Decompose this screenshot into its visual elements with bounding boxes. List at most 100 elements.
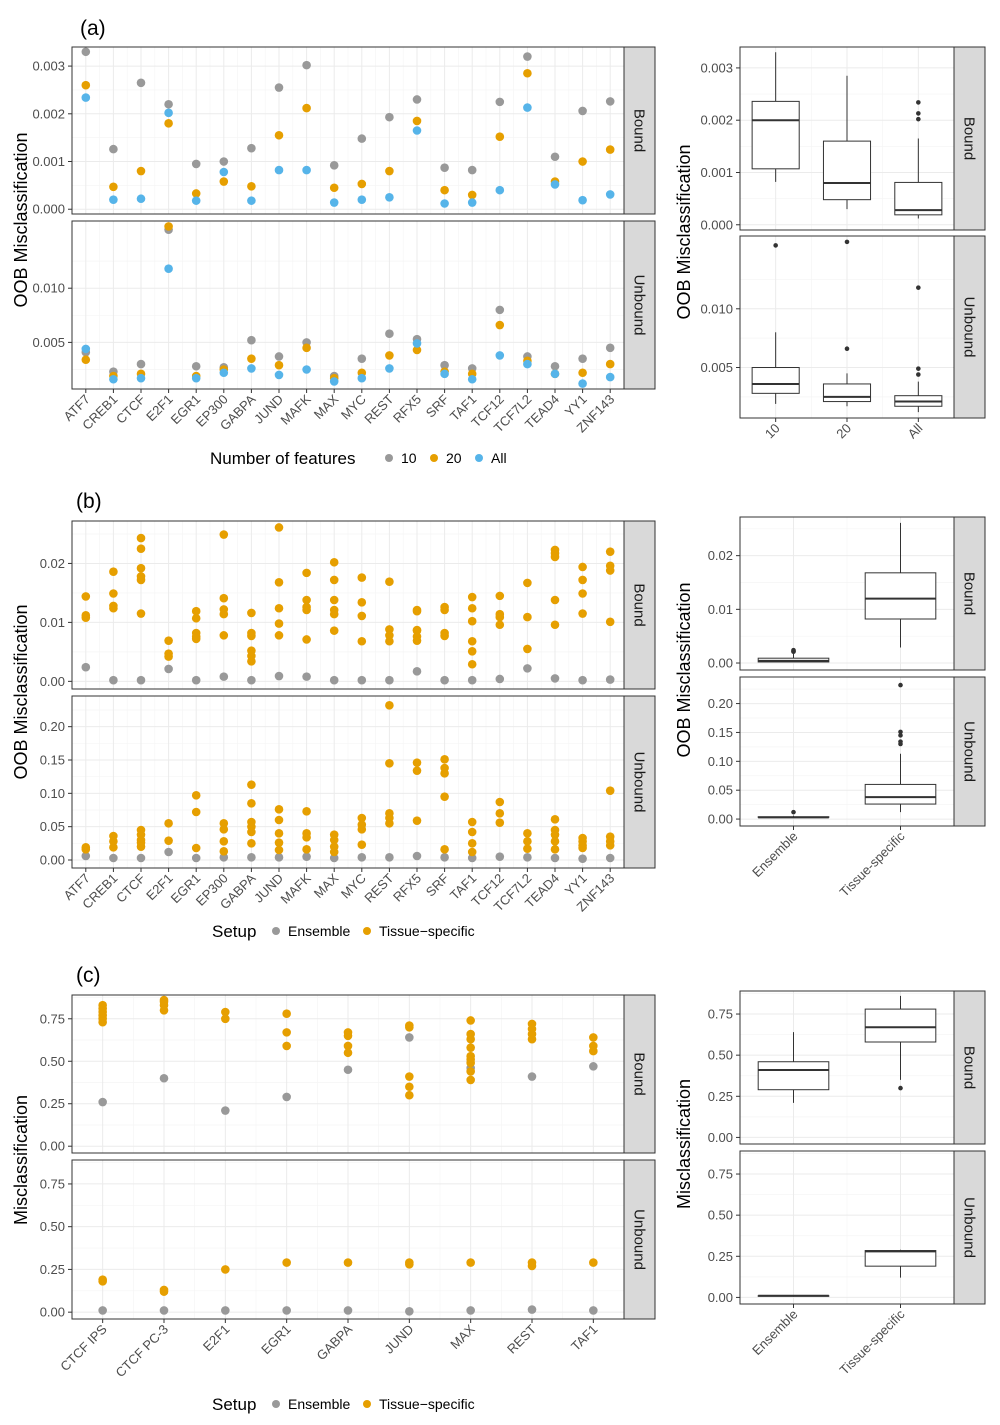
data-point [247, 143, 256, 153]
data-point [219, 530, 229, 539]
x-tick-label: TAF1 [568, 1322, 600, 1354]
data-point [385, 351, 394, 360]
data-point [385, 329, 394, 339]
facet-b-scatter-unbound: 0.00 0.05 0.10 0.15 0.20 Unbound [40, 695, 656, 869]
x-tick-label: EGR1 [258, 1322, 294, 1358]
data-point [523, 664, 532, 673]
facet-strip [953, 1150, 986, 1305]
y-tick-label: 0.01 [40, 615, 65, 630]
data-point [302, 807, 311, 816]
data-point [191, 634, 201, 644]
y-tick-label: 0.00 [708, 656, 733, 671]
y-tick-label: 0.75 [708, 1007, 733, 1022]
data-point [109, 374, 118, 384]
box-outlier [916, 372, 921, 377]
box-rect [822, 383, 872, 403]
data-point [302, 635, 311, 644]
data-point [302, 568, 311, 578]
data-point [219, 819, 229, 828]
data-point [523, 359, 532, 369]
data-point [440, 792, 449, 801]
x-tick-label: MAFK [278, 391, 314, 427]
data-point [550, 369, 560, 379]
facet-strip [623, 994, 656, 1154]
facet-strip [953, 676, 986, 827]
data-point [191, 807, 201, 817]
data-point [578, 195, 587, 205]
data-point [467, 592, 477, 602]
facet-strip-label: Bound [961, 1046, 978, 1089]
data-point [164, 108, 173, 118]
data-point [550, 361, 560, 371]
data-point [550, 674, 560, 683]
data-point [357, 675, 367, 685]
data-point [164, 119, 173, 128]
data-point [329, 609, 339, 619]
data-point [412, 766, 422, 775]
data-point [605, 359, 615, 369]
data-point [247, 799, 256, 808]
x-tick-label: CTCF [113, 870, 148, 905]
data-point [578, 589, 587, 598]
data-point [578, 354, 587, 363]
data-point [357, 573, 367, 582]
data-point [466, 1034, 475, 1044]
data-point [136, 78, 146, 88]
data-point [578, 675, 587, 685]
data-point [589, 1258, 598, 1267]
box-outlier [791, 809, 796, 815]
y-tick-label: 0.005 [32, 335, 65, 350]
data-point [274, 853, 284, 862]
legend-c: Setup Ensemble Tissue−specific [212, 1395, 475, 1414]
x-tick-label: E2F1 [200, 1322, 233, 1355]
x-tick-label: Tissue-specific [837, 1306, 908, 1377]
data-point [136, 563, 146, 573]
data-point [191, 843, 201, 853]
data-point [247, 839, 256, 848]
data-point [466, 1043, 475, 1052]
facet-b-box-unbound: 0.00 0.05 0.10 0.15 0.20 Unbound [708, 676, 986, 827]
box-rect [757, 1061, 830, 1091]
data-point [219, 825, 229, 834]
data-point [357, 813, 367, 823]
box-1 [864, 1249, 937, 1278]
y-tick-label: 0.15 [40, 753, 65, 768]
data-point [467, 847, 477, 857]
data-point [81, 851, 91, 861]
data-point [274, 603, 284, 613]
data-point [219, 837, 229, 846]
y-tick-label: 0.01 [708, 602, 733, 617]
data-point [495, 132, 505, 142]
data-point [282, 1041, 291, 1051]
facet-c-scatter-unbound: 0.00 0.25 0.50 0.75 Unbound [40, 1159, 656, 1320]
data-point [357, 853, 367, 862]
data-point [247, 780, 256, 789]
data-point [221, 1014, 230, 1024]
data-point [495, 797, 505, 807]
facet-a-box-bound: 0.000 0.001 0.002 0.003 Bound [700, 46, 986, 232]
data-point [274, 829, 284, 838]
data-point [343, 1041, 353, 1051]
box-outlier [898, 739, 903, 744]
data-point [412, 816, 422, 825]
box-rect [864, 1008, 937, 1043]
data-point [495, 185, 505, 195]
data-point [412, 95, 422, 104]
facet-strip [623, 520, 656, 690]
y-tick-label: 0.00 [40, 1305, 65, 1320]
data-point [412, 626, 422, 635]
box-1 [864, 995, 937, 1091]
x-tick-label: REST [361, 391, 396, 426]
data-point [247, 675, 256, 685]
data-point [164, 652, 173, 661]
data-point [405, 1259, 414, 1269]
data-point [578, 843, 587, 853]
data-point [589, 1046, 598, 1056]
facet-strip [623, 220, 656, 390]
facet-strip-label: Bound [631, 1052, 648, 1095]
data-point [440, 605, 449, 615]
x-tick-label: MAX [311, 870, 342, 901]
data-point [385, 625, 394, 634]
chart-c-scatter: 0.00 0.25 0.50 0.75 Bound 0.00 0.25 0.50 0.75 Unb… [40, 994, 656, 1380]
y-tick-label: 0.000 [700, 217, 733, 232]
